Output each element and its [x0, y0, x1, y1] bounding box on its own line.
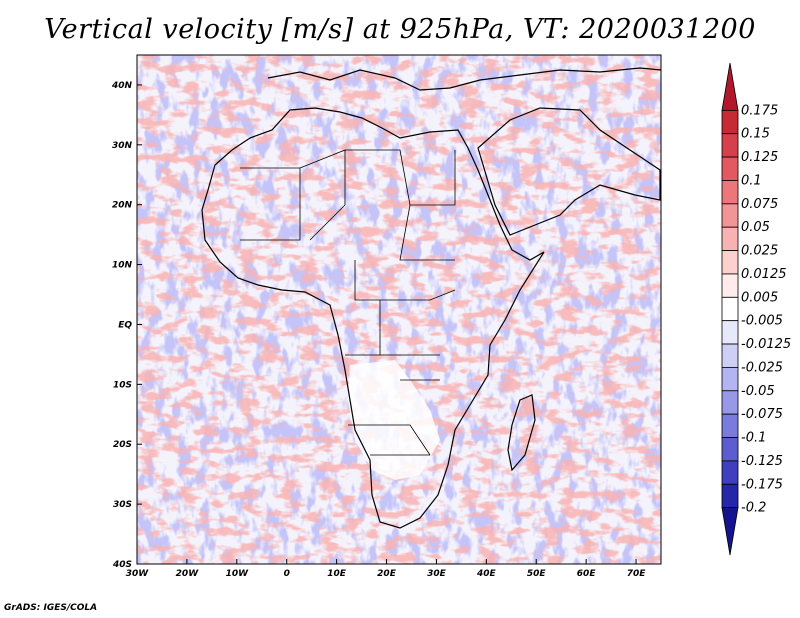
colorbar-segment [721, 203, 739, 228]
colorbar-level-label: 0.175 [741, 103, 778, 118]
colorbar-level-label: -0.125 [741, 454, 783, 469]
y-tick-label: 10N [112, 261, 133, 271]
colorbar-segment [721, 343, 739, 368]
madagascar-coastline [507, 394, 536, 472]
colorbar-level-label: 0.0125 [741, 267, 787, 282]
colorbar-level-label: 0.15 [741, 127, 770, 142]
y-tick-label: 10S [113, 380, 132, 390]
x-tick-label: 30E [427, 569, 447, 579]
x-tick-label: 20W [176, 569, 200, 579]
y-tick-label: EQ [118, 320, 132, 330]
colorbar-level-label: -0.2 [741, 501, 766, 516]
colorbar-segment [721, 109, 739, 135]
x-tick-label: 30W [126, 569, 150, 579]
colorbar-segment [721, 296, 739, 322]
colorbar-segment [721, 273, 739, 298]
colorbar-arrow-bottom [721, 507, 739, 556]
colorbar-segment [721, 483, 739, 509]
heatmap-positive-field [137, 55, 661, 564]
colorbar-level-label: -0.025 [741, 360, 783, 375]
x-tick-label: 60E [577, 569, 597, 579]
colorbar-segment [721, 413, 739, 438]
colorbar-level-label: 0.05 [741, 220, 770, 235]
colorbar-segment [721, 460, 739, 485]
grads-credit: GrADS: IGES/COLA [4, 603, 98, 613]
colorbar-level-label: 0.005 [741, 290, 778, 305]
colorbar-level-label: -0.1 [741, 431, 766, 446]
y-axis: 40N 30N 20N 10N EQ 10S 20S 30S 40S [111, 81, 142, 570]
colorbar: 0.175 0.15 0.125 0.1 0.075 0.05 0.025 0.0125 0.0… [721, 62, 791, 556]
plot-frame [136, 54, 662, 565]
colorbar-segment [721, 180, 739, 205]
colorbar-segment [721, 250, 739, 275]
colorbar-level-label: -0.075 [741, 407, 783, 422]
arabia-coastline [477, 107, 661, 236]
x-tick-label: 0 [284, 569, 290, 579]
x-tick-label: 70E [627, 569, 647, 579]
colorbar-level-label: 0.125 [741, 150, 778, 165]
colorbar-segment [721, 367, 739, 392]
x-tick-label: 50E [527, 569, 547, 579]
x-tick-label: 10W [226, 569, 250, 579]
colorbar-segment [721, 226, 739, 251]
colorbar-segment [721, 320, 739, 345]
y-tick-label: 20S [113, 440, 132, 450]
y-tick-label: 30S [113, 500, 132, 510]
colorbar-segment [721, 437, 739, 462]
colorbar-level-label: -0.175 [741, 477, 783, 492]
y-tick-label: 20N [112, 201, 133, 211]
country-borders [240, 149, 456, 456]
europe-coastline [267, 67, 661, 91]
colorbar-level-label: 0.025 [741, 244, 778, 259]
y-tick-label: 30N [112, 141, 133, 151]
colorbar-segment [721, 156, 739, 181]
colorbar-level-label: 0.075 [741, 197, 778, 212]
colorbar-level-label: -0.0125 [741, 337, 791, 352]
x-tick-label: 20E [377, 569, 397, 579]
low-signal-region [348, 360, 440, 480]
chart-title: Vertical velocity [m/s] at 925hPa, VT: 2… [44, 14, 756, 45]
colorbar-level-label: -0.005 [741, 314, 783, 329]
africa-coastline [201, 107, 545, 529]
x-axis: 30W 20W 10W 0 10E 20E 30E 40E 50E 60E 70E [126, 559, 646, 579]
coastlines [201, 67, 661, 529]
colorbar-segment [721, 133, 739, 158]
y-tick-label: 40S [112, 560, 132, 570]
colorbar-segment [721, 390, 739, 415]
x-tick-label: 10E [327, 569, 347, 579]
colorbar-level-label: 0.1 [741, 173, 762, 188]
colorbar-arrow-top [721, 62, 739, 111]
heatmap-field [137, 55, 661, 564]
y-tick-label: 40N [111, 81, 133, 91]
colorbar-level-label: -0.05 [741, 384, 775, 399]
x-tick-label: 40E [476, 569, 497, 579]
